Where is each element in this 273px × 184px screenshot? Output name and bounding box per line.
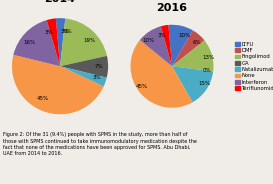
Text: 0%: 0% — [203, 68, 212, 73]
Text: 10%: 10% — [143, 38, 155, 43]
Wedge shape — [60, 18, 107, 66]
Text: Figure 2: Of the 31 (9.4%) people with SPMS in the study, more than half of
thos: Figure 2: Of the 31 (9.4%) people with S… — [3, 132, 197, 156]
Wedge shape — [56, 18, 65, 66]
Wedge shape — [172, 66, 213, 72]
Wedge shape — [60, 18, 65, 66]
Text: 45%: 45% — [136, 84, 148, 89]
Text: 3%: 3% — [60, 29, 69, 34]
Title: 2014: 2014 — [44, 0, 76, 4]
Title: 2016: 2016 — [156, 3, 188, 13]
Text: 6%: 6% — [192, 40, 201, 45]
Wedge shape — [168, 25, 193, 66]
Text: 3%: 3% — [93, 75, 101, 80]
Wedge shape — [60, 56, 108, 78]
Wedge shape — [130, 40, 192, 108]
Wedge shape — [172, 66, 213, 102]
Wedge shape — [140, 26, 172, 66]
Text: 16%: 16% — [23, 40, 35, 45]
Text: 0%: 0% — [64, 29, 72, 34]
Wedge shape — [13, 20, 60, 66]
Text: 7%: 7% — [95, 64, 103, 69]
Text: 45%: 45% — [37, 96, 49, 101]
Text: 19%: 19% — [83, 38, 95, 43]
Wedge shape — [12, 55, 104, 114]
Wedge shape — [172, 40, 213, 72]
Text: 3%: 3% — [158, 33, 167, 38]
Text: 15%: 15% — [198, 81, 210, 86]
Legend: LTFU, DMF, Fingolimod, GA, Natalizumab, None, Interferon, Teriflunomide: LTFU, DMF, Fingolimod, GA, Natalizumab, … — [235, 41, 273, 91]
Text: 3%: 3% — [45, 30, 54, 35]
Text: 13%: 13% — [202, 55, 214, 60]
Wedge shape — [60, 66, 107, 86]
Text: 10%: 10% — [179, 33, 191, 38]
Wedge shape — [47, 18, 60, 66]
Wedge shape — [161, 25, 172, 66]
Wedge shape — [172, 30, 204, 66]
